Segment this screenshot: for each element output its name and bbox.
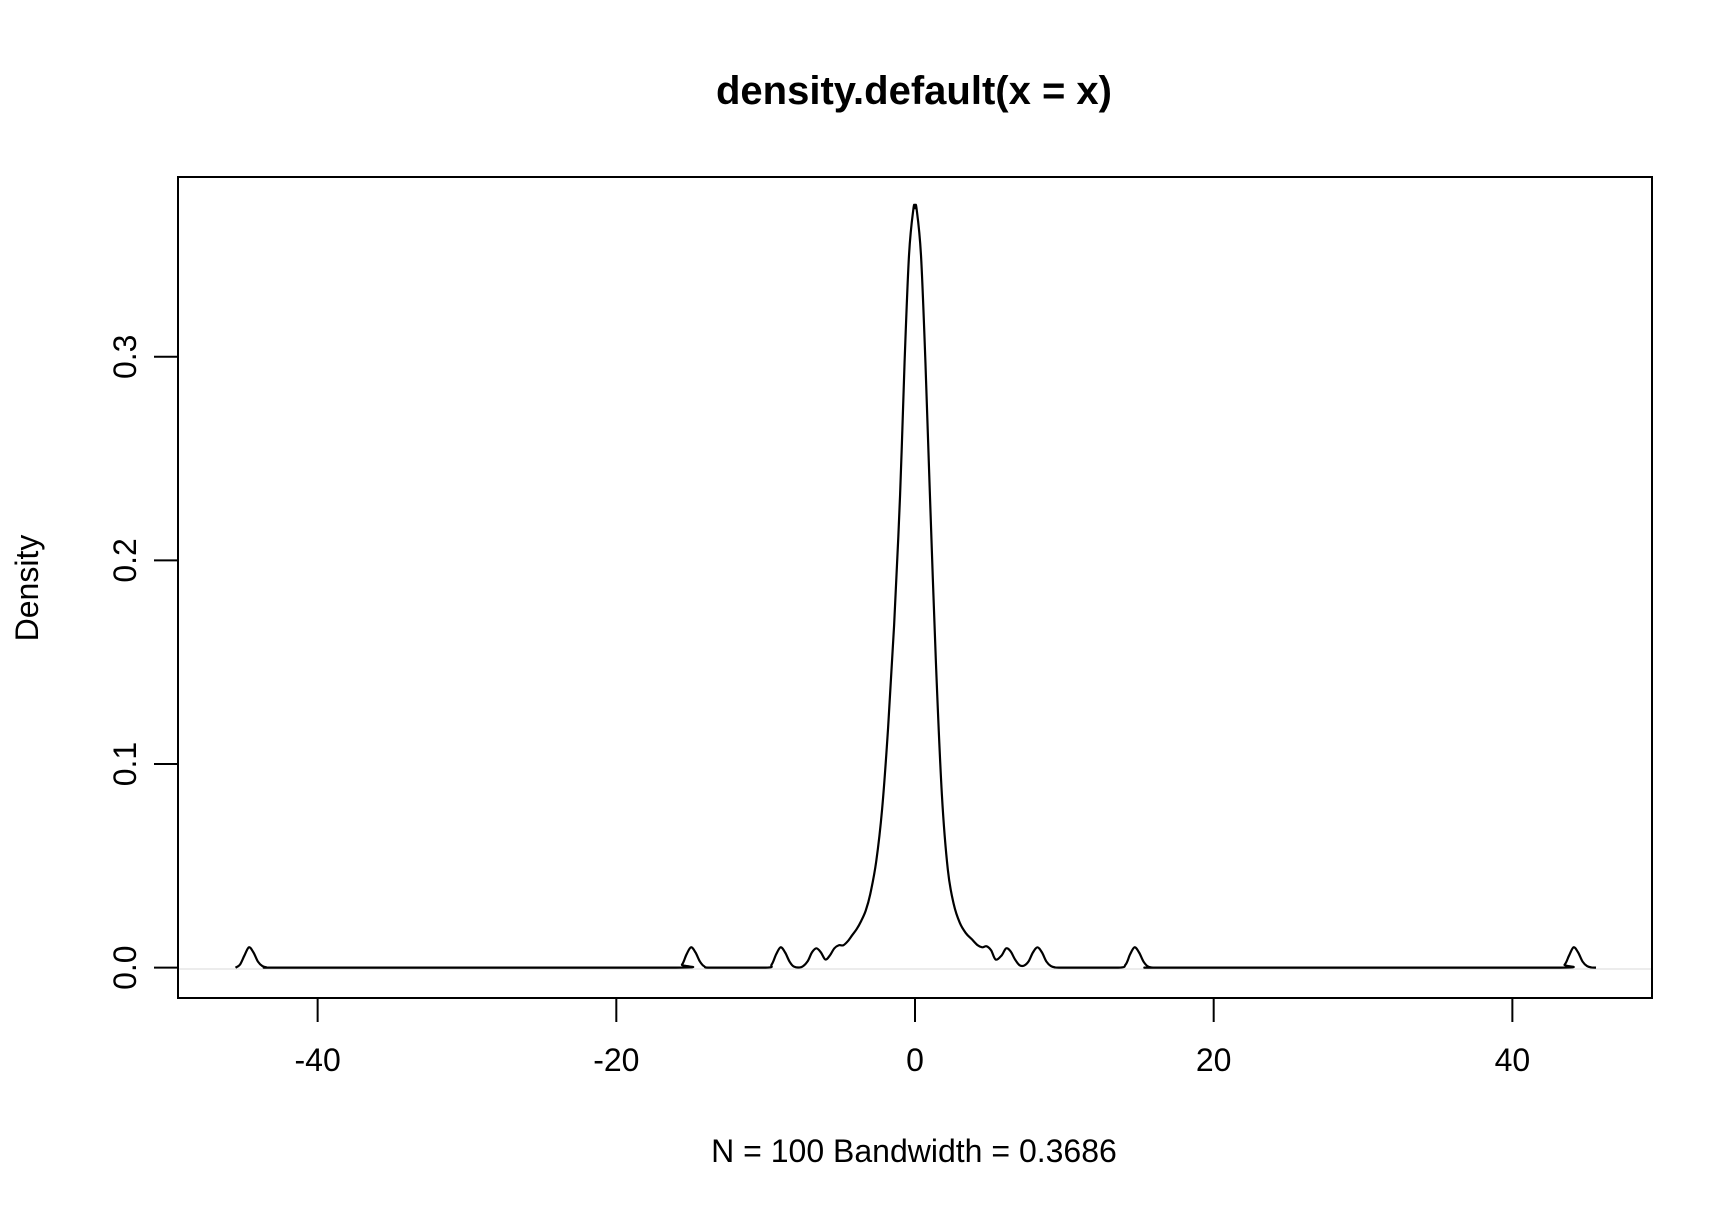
x-tick-label: 20 (1196, 1042, 1232, 1078)
y-axis-label: Density (9, 535, 45, 642)
density-curve (234, 203, 1597, 969)
x-tick-label: 40 (1495, 1042, 1531, 1078)
y-tick-label: 0.0 (107, 945, 143, 989)
x-tick-label: 0 (906, 1042, 924, 1078)
y-axis: 0.0 0.1 0.2 0.3 (107, 335, 179, 990)
y-tick-label: 0.2 (107, 538, 143, 582)
chart-title: density.default(x = x) (716, 69, 1112, 113)
x-axis: -40 -20 0 20 40 (295, 997, 1531, 1078)
x-axis-label: N = 100 Bandwidth = 0.3686 (711, 1133, 1117, 1169)
y-tick-label: 0.3 (107, 335, 143, 379)
x-tick-label: -40 (295, 1042, 341, 1078)
y-tick-label: 0.1 (107, 742, 143, 786)
plot-frame (177, 176, 1653, 999)
x-tick-label: -20 (593, 1042, 639, 1078)
